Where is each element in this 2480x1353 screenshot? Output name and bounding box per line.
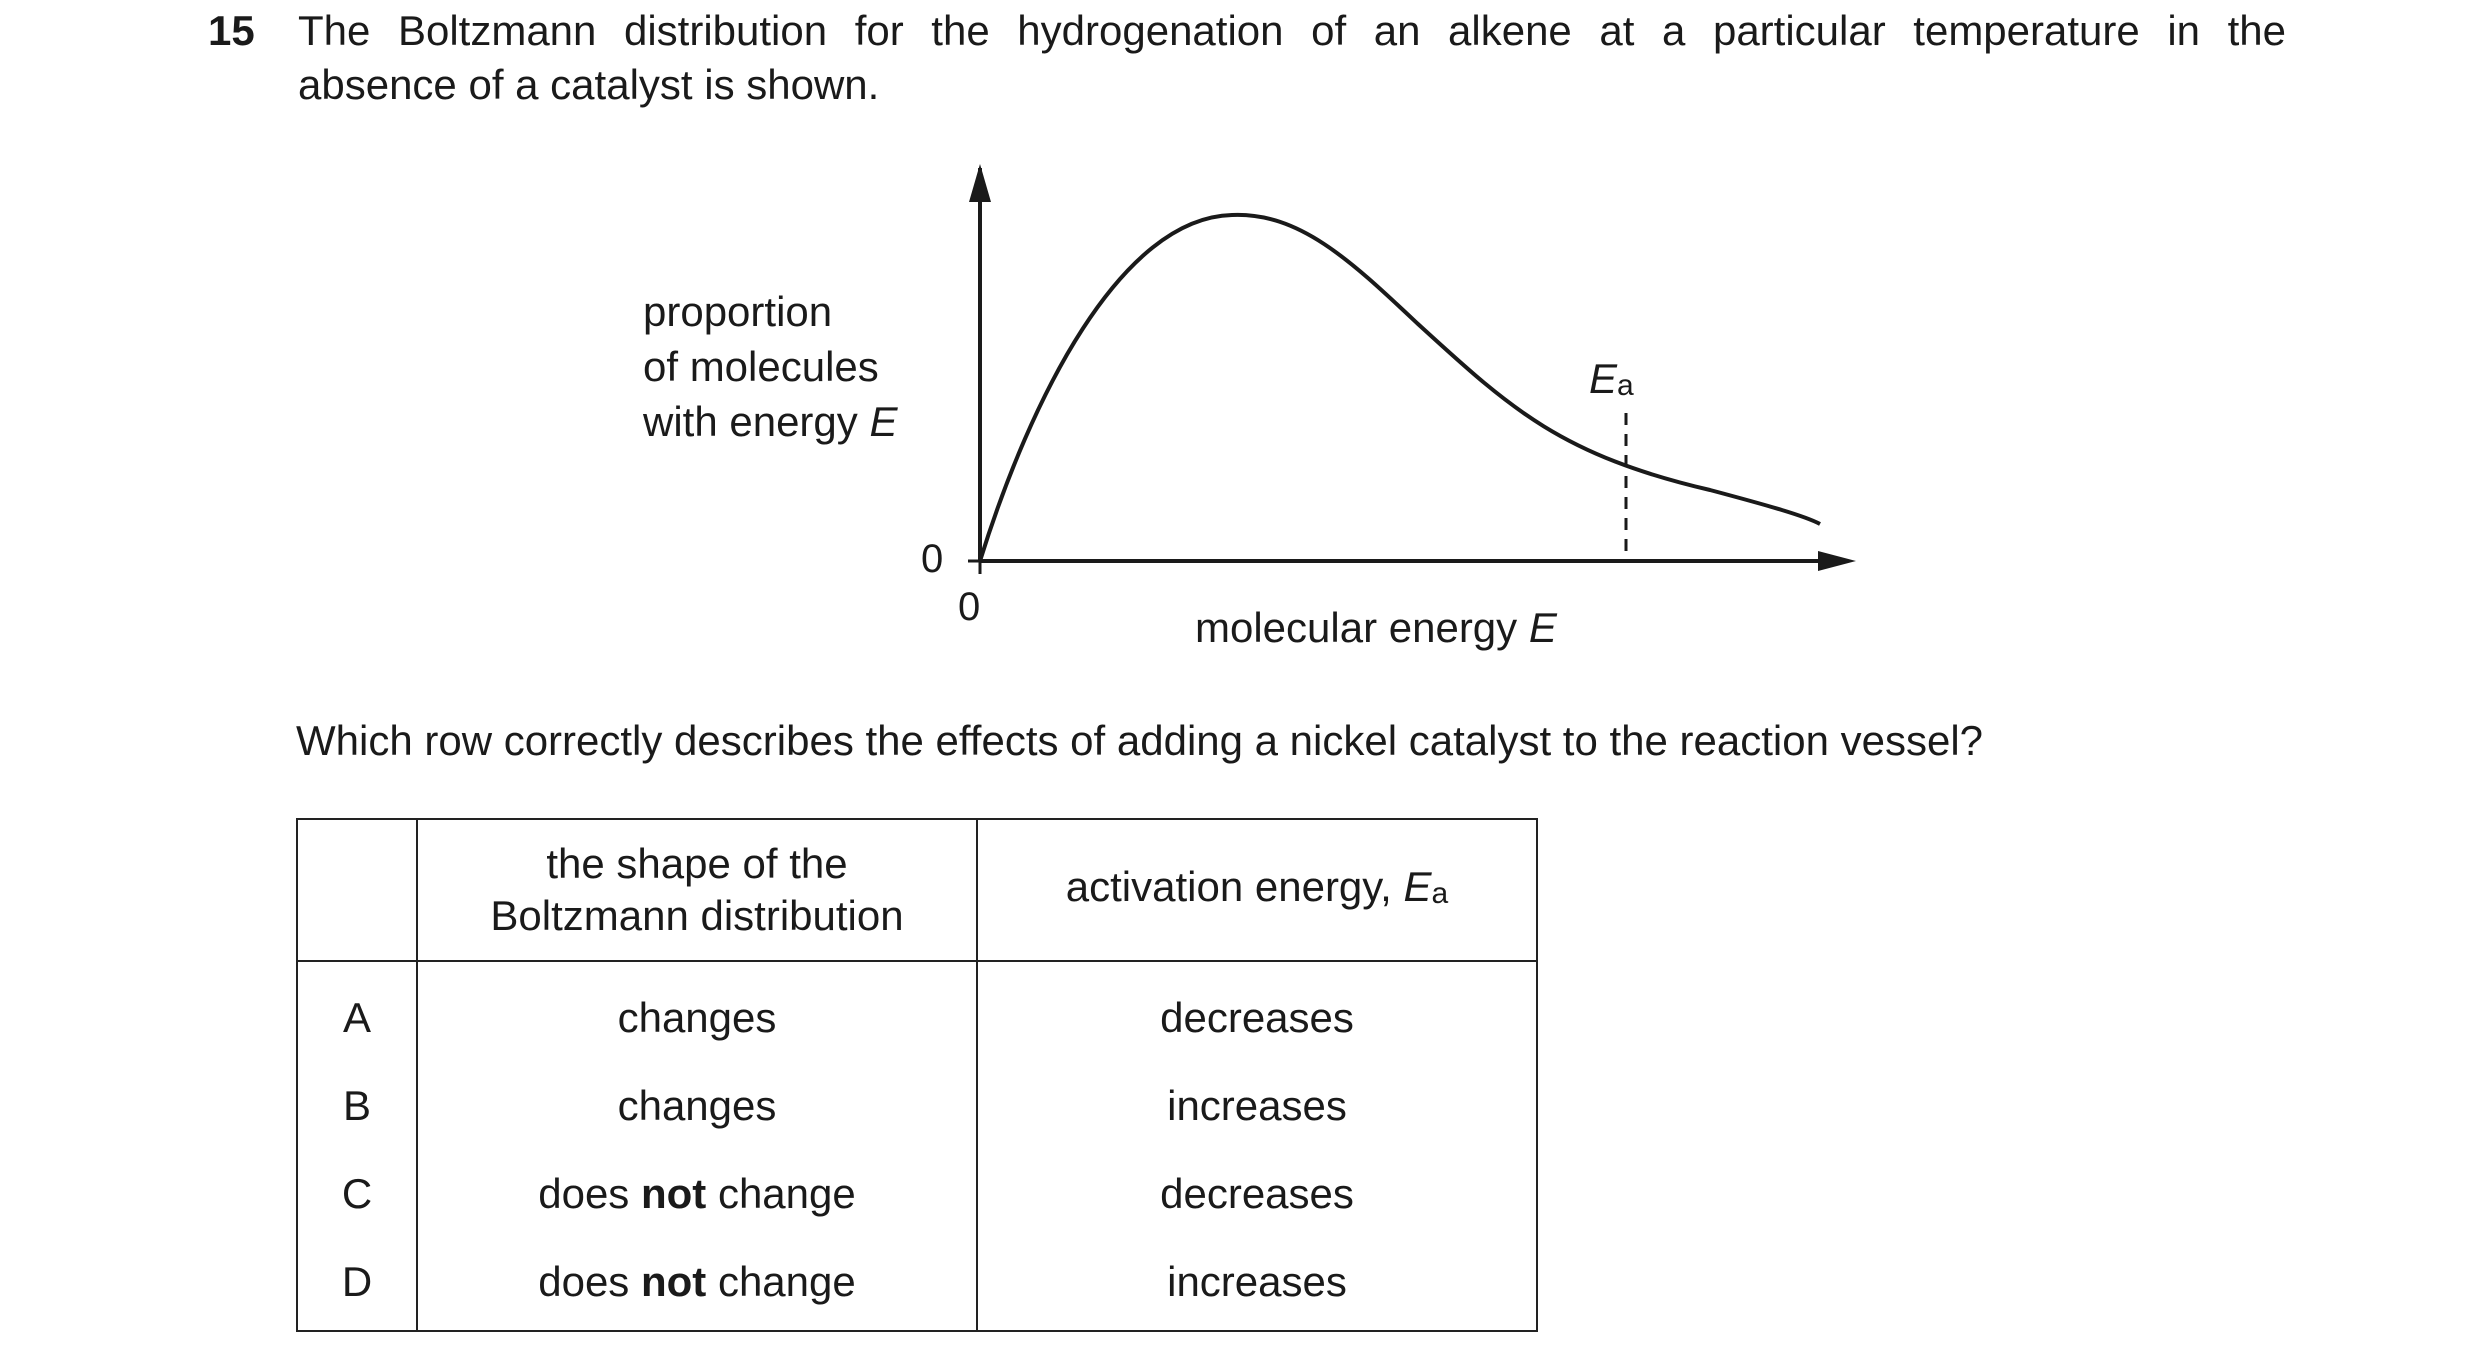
x-origin-tick-label: 0	[958, 585, 981, 629]
header-letter-cell	[296, 818, 418, 962]
header-activation-energy: activation energy, Ea	[976, 818, 1538, 962]
x-axis-label-text: molecular energy	[1195, 604, 1529, 651]
question-prompt: Which row correctly describes the effect…	[296, 717, 1984, 764]
x-axis-label-variable: E	[1528, 604, 1557, 651]
y-origin-tick-label: 0	[921, 537, 944, 581]
header-shape: the shape of the Boltzmann distribution	[416, 818, 978, 962]
y-axis-label-line-1: proportion	[643, 288, 833, 335]
boltzmann-curve	[978, 212, 1821, 562]
option-letter[interactable]: A	[296, 961, 418, 1062]
table-row[interactable]: B changes increases	[296, 1062, 1538, 1150]
header-activation-text: activation energy,	[1065, 862, 1404, 910]
header-activation-variable: E	[1403, 862, 1432, 910]
y-axis-arrowhead	[969, 164, 991, 202]
option-shape-text-end: change	[706, 1258, 856, 1305]
activation-energy-label: Ea	[1589, 354, 1634, 411]
option-activation: decreases	[976, 1150, 1538, 1238]
option-shape-text: changes	[617, 994, 777, 1041]
option-shape-text: changes	[617, 1082, 777, 1129]
table-row[interactable]: C does not change decreases	[296, 1150, 1538, 1238]
table-row[interactable]: A changes decreases	[296, 961, 1538, 1062]
option-shape: does not change	[416, 1238, 978, 1332]
answer-options-table: the shape of the Boltzmann distribution …	[296, 818, 1538, 1332]
question-stem-line-2: absence of a catalyst is shown.	[298, 61, 880, 108]
header-shape-line-1: the shape of the	[546, 840, 848, 887]
option-shape: does not change	[416, 1150, 978, 1238]
y-axis-label-line-2: of molecules	[643, 343, 879, 390]
option-shape-text-end: change	[706, 1170, 856, 1217]
option-activation: increases	[976, 1062, 1538, 1150]
y-axis-label-variable: E	[869, 398, 898, 445]
question-number: 15	[208, 7, 255, 54]
question-stem: The Boltzmann distribution for the hydro…	[298, 4, 2286, 112]
option-shape: changes	[416, 1062, 978, 1150]
header-shape-line-2: Boltzmann distribution	[490, 892, 904, 939]
table-row[interactable]: D does not change increases	[296, 1238, 1538, 1332]
x-axis-arrowhead	[1818, 551, 1856, 571]
question-stem-line-1: The Boltzmann distribution for the hydro…	[298, 7, 2286, 54]
option-shape-text: does	[538, 1258, 641, 1305]
y-axis-label: proportion of molecules with energy E	[643, 284, 897, 449]
option-letter[interactable]: B	[296, 1062, 418, 1150]
option-activation: decreases	[976, 961, 1538, 1062]
option-letter[interactable]: C	[296, 1150, 418, 1238]
option-shape: changes	[416, 961, 978, 1062]
y-axis-label-line-3: with energy E	[643, 394, 897, 449]
option-activation: increases	[976, 1238, 1538, 1332]
option-shape-emphasis: not	[640, 1258, 707, 1305]
y-axis-label-text: with energy	[643, 398, 870, 445]
option-shape-emphasis: not	[640, 1170, 707, 1217]
boltzmann-distribution-graph	[968, 164, 1856, 574]
activation-energy-subscript: a	[1617, 369, 1634, 402]
activation-energy-symbol: E	[1589, 355, 1618, 402]
option-shape-text: does	[538, 1170, 641, 1217]
header-activation-subscript: a	[1431, 876, 1449, 910]
x-axis-label: molecular energy E	[1195, 601, 1557, 655]
option-letter[interactable]: D	[296, 1238, 418, 1332]
table-header-row: the shape of the Boltzmann distribution …	[296, 818, 1538, 962]
